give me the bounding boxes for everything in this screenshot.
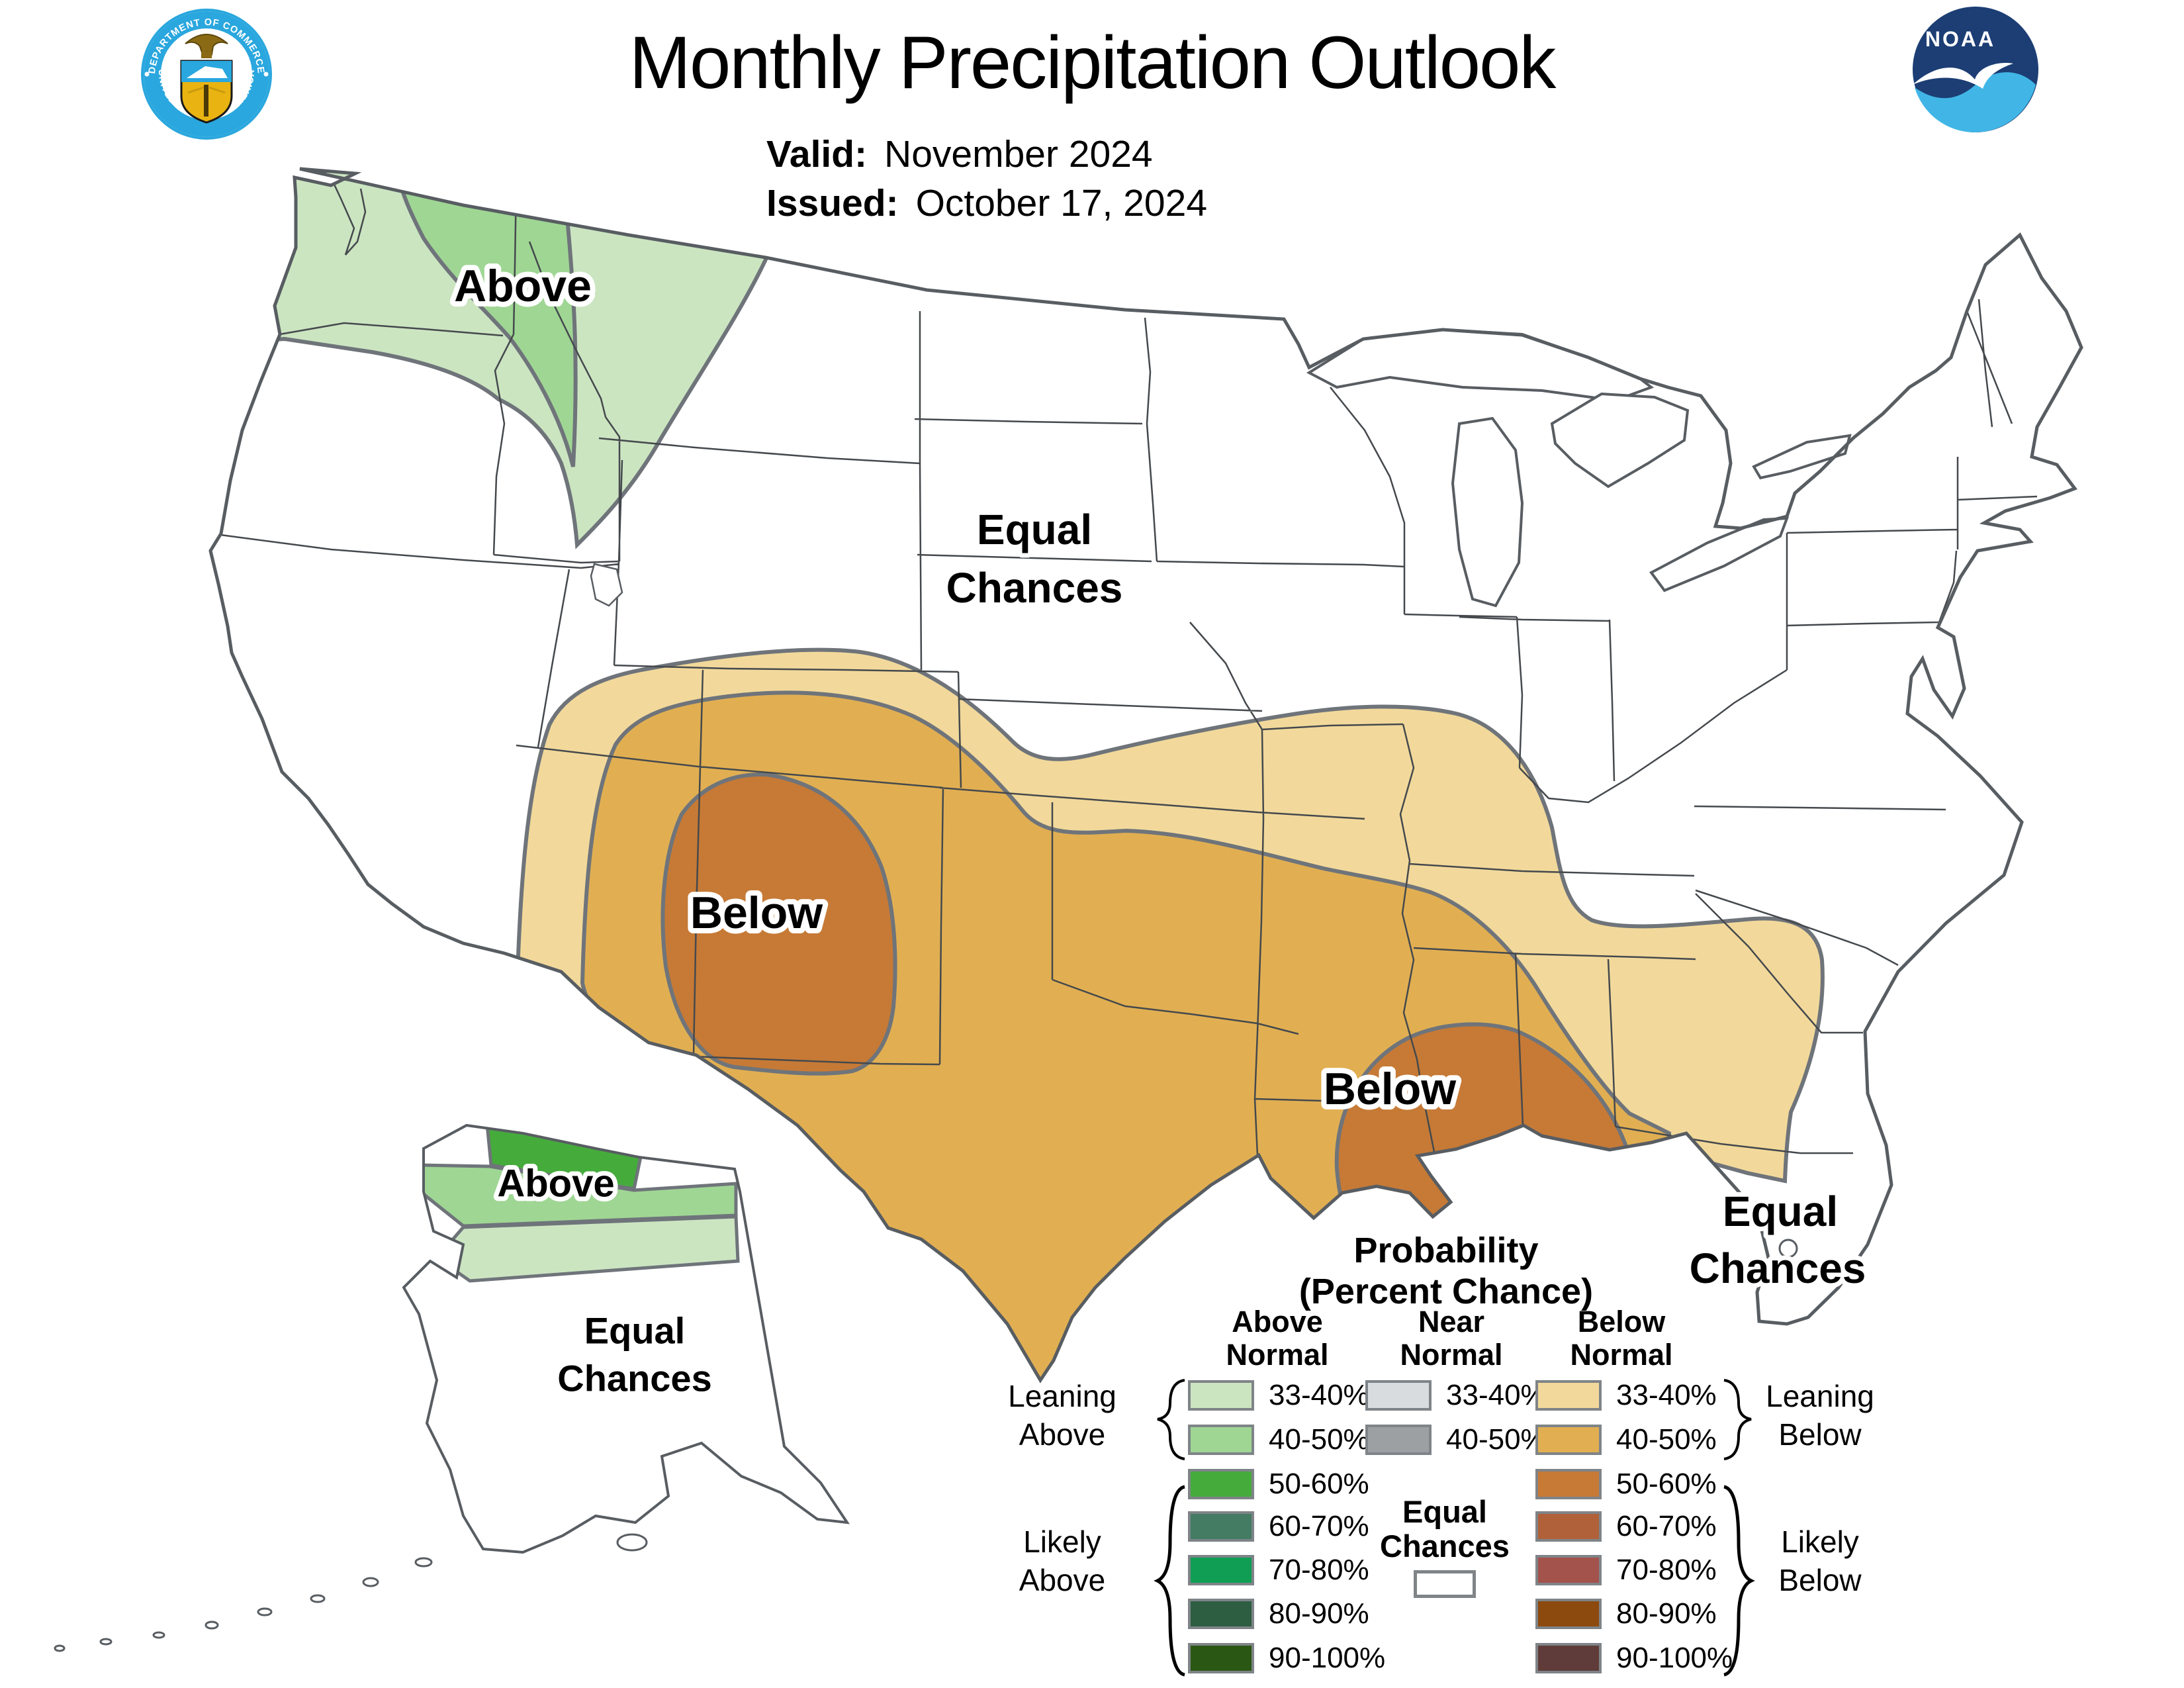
region-below-50-60-nm: [660, 772, 897, 1076]
noaa-gull-icon: [1913, 63, 2013, 89]
alaska-regions: [415, 1125, 740, 1283]
legend-leaning-below: Leaning Below: [1766, 1379, 1874, 1452]
aleutian-islands: [54, 1533, 648, 1652]
region-above-40-50-nw: [393, 169, 578, 467]
issued-label: Issued:: [766, 182, 899, 224]
legend-row-above-60-70: 60-70%: [1188, 1510, 1369, 1542]
issued-line: Issued: October 17, 2024: [766, 179, 1207, 228]
legend-title-line1: Probability: [1353, 1231, 1539, 1270]
noaa-logo-text: NOAA: [1925, 27, 1995, 51]
legend-row-below-40-50: 40-50%: [1535, 1423, 1717, 1456]
swatch-above-60-70: [1188, 1511, 1254, 1542]
legend-row-above-90-100: 90-100%: [1188, 1642, 1385, 1674]
issued-value: October 17, 2024: [915, 182, 1208, 224]
legend-row-above-33-40: 33-40%: [1188, 1379, 1369, 1411]
legend-row-below-90-100: 90-100%: [1535, 1642, 1733, 1674]
brace-leaning-above: [1157, 1379, 1185, 1460]
swatch-below-60-70: [1535, 1511, 1602, 1542]
label-above-alaska: Above: [497, 1162, 614, 1205]
lake-erie: [1649, 516, 1789, 592]
legend-row-near-33-40: 33-40%: [1365, 1379, 1547, 1411]
lake-huron: [1550, 392, 1690, 489]
legend-row-above-70-80: 70-80%: [1188, 1554, 1369, 1586]
lake-okeechobee: [1778, 1239, 1798, 1258]
swatch-near-40-50: [1365, 1425, 1432, 1455]
great-salt-lake: [590, 563, 623, 607]
legend-likely-below: Likely Below: [1778, 1524, 1862, 1597]
brace-likely-below: [1723, 1485, 1755, 1677]
legend-row-above-80-90: 80-90%: [1188, 1597, 1369, 1630]
legend-col-above-normal: Above Normal: [1226, 1305, 1329, 1372]
legend-likely-above: Likely Above: [1019, 1524, 1106, 1597]
department-of-commerce-seal: DEPARTMENT OF COMMERCE UNITED STATES OF …: [141, 9, 272, 140]
legend-leaning-above: Leaning Above: [1008, 1379, 1116, 1452]
legend-row-near-40-50: 40-50%: [1365, 1423, 1547, 1456]
swatch-above-90-100: [1188, 1643, 1254, 1673]
lake-ontario: [1752, 434, 1852, 480]
swatch-equal-chances: [1414, 1570, 1476, 1598]
noaa-logo: NOAA: [1913, 7, 2038, 133]
label-equal-chances-alaska-line2: Chances: [557, 1358, 711, 1399]
legend-title: Probability (Percent Chance): [1244, 1230, 1648, 1312]
page-title: Monthly Precipitation Outlook: [629, 21, 1557, 104]
ak-region-above-33-40: [434, 1215, 740, 1283]
swatch-below-80-90: [1535, 1599, 1602, 1629]
label-equal-chances-center-line1: Equal: [977, 506, 1092, 553]
valid-label: Valid:: [766, 133, 868, 175]
swatch-below-90-100: [1535, 1643, 1602, 1673]
legend-row-below-60-70: 60-70%: [1535, 1510, 1717, 1542]
state-borders: [220, 177, 2038, 1166]
great-lakes: [590, 328, 1852, 1258]
conus-coastline: [208, 167, 2083, 1383]
swatch-below-50-60: [1535, 1469, 1602, 1499]
legend-equal-chances: Equal Chances: [1380, 1494, 1510, 1564]
label-below-louisiana: Below: [1324, 1064, 1457, 1114]
brace-likely-above: [1154, 1485, 1185, 1677]
legend-row-below-80-90: 80-90%: [1535, 1597, 1717, 1630]
swatch-above-70-80: [1188, 1555, 1254, 1585]
label-above-northwest: Above: [454, 261, 592, 311]
swatch-above-33-40: [1188, 1380, 1254, 1411]
swatch-above-50-60: [1188, 1469, 1254, 1499]
lake-michigan: [1451, 416, 1524, 608]
swatch-near-33-40: [1365, 1380, 1432, 1411]
legend-row-below-70-80: 70-80%: [1535, 1554, 1717, 1586]
seal-shield-icon: [180, 60, 233, 124]
legend-row-above-50-60: 50-60%: [1188, 1468, 1369, 1500]
seal-eagle-icon: [185, 34, 228, 58]
label-equal-chances-center-line2: Chances: [946, 564, 1123, 612]
valid-line: Valid: November 2024: [766, 130, 1207, 179]
legend-row-below-33-40: 33-40%: [1535, 1379, 1717, 1411]
label-equal-chances-alaska-line1: Equal: [584, 1310, 685, 1352]
legend-col-below-normal: Below Normal: [1570, 1305, 1673, 1372]
legend-title-line2: (Percent Chance): [1298, 1272, 1594, 1311]
brace-leaning-below: [1723, 1379, 1752, 1460]
issuance-block: Valid: November 2024 Issued: October 17, 2…: [766, 130, 1207, 228]
legend-row-above-40-50: 40-50%: [1188, 1423, 1369, 1456]
swatch-below-40-50: [1535, 1425, 1602, 1455]
label-equal-chances-florida-line2: Chances: [1690, 1244, 1866, 1292]
label-equal-chances-florida-line1: Equal: [1723, 1188, 1838, 1235]
legend-row-below-50-60: 50-60%: [1535, 1468, 1717, 1500]
swatch-below-70-80: [1535, 1555, 1602, 1585]
label-below-newmexico: Below: [690, 888, 823, 938]
swatch-below-33-40: [1535, 1380, 1602, 1411]
swatch-above-80-90: [1188, 1599, 1254, 1629]
noaa-wave: [1915, 72, 2036, 133]
valid-value: November 2024: [884, 133, 1153, 175]
legend-col-near-normal: Near Normal: [1400, 1305, 1503, 1372]
swatch-above-40-50: [1188, 1425, 1254, 1455]
alaska-coastline: [402, 1123, 850, 1554]
